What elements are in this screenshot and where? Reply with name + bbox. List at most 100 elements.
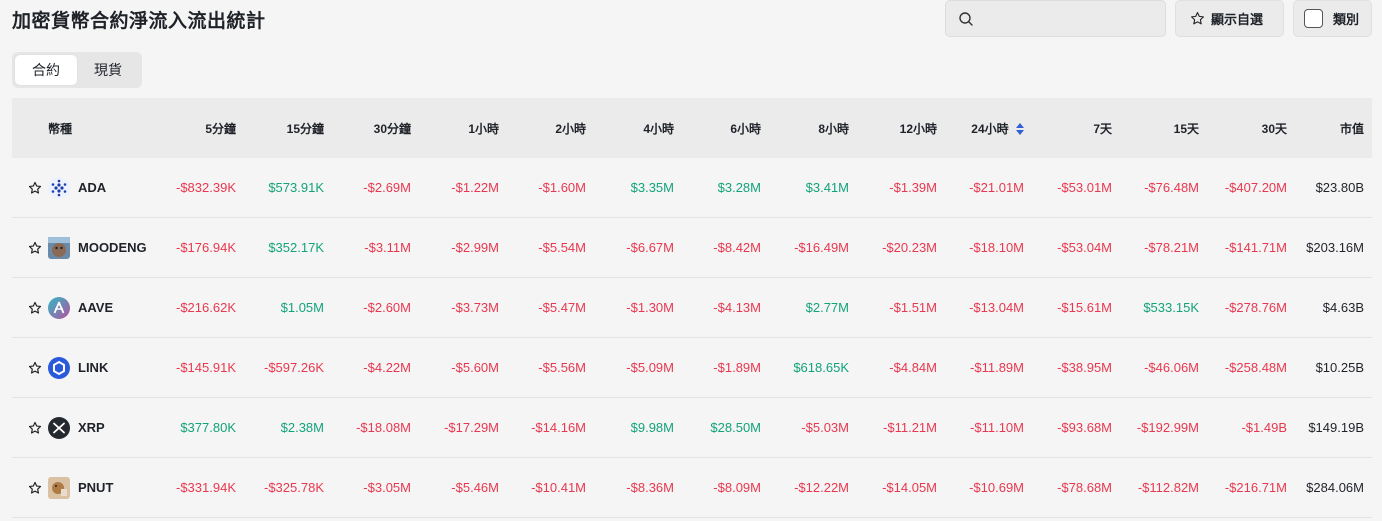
pnut-icon <box>48 476 70 499</box>
netflow-2h-cell: -$14.16M <box>531 420 586 435</box>
netflow-2h-cell: -$10.41M <box>531 480 586 495</box>
coin-cell: XRP <box>12 416 148 439</box>
netflow-15m-cell: $1.05M <box>280 300 324 315</box>
search-input[interactable] <box>982 8 1157 30</box>
netflow-24h-cell: -$11.10M <box>970 420 1024 435</box>
netflow-1h-cell: -$5.46M <box>451 480 499 495</box>
show-favorites-label: 顯示自選 <box>1211 12 1264 27</box>
netflow-30m-cell: -$4.22M <box>363 360 411 375</box>
netflow-5m-cell: -$216.62K <box>176 300 236 315</box>
tab-spot[interactable]: 現貨 <box>94 62 122 78</box>
show-favorites-button[interactable]: 顯示自選 <box>1175 0 1284 37</box>
header-15d[interactable]: 15天 <box>1173 121 1199 136</box>
page-title: 加密貨幣合約淨流入流出統計 <box>12 11 266 32</box>
netflow-30m-cell: -$18.08M <box>356 420 411 435</box>
netflow-30d-cell: -$141.71M <box>1224 240 1287 255</box>
header-1h[interactable]: 1小時 <box>468 121 499 136</box>
netflow-30d-cell: -$407.20M <box>1224 180 1287 195</box>
coin-symbol[interactable]: AAVE <box>78 300 114 315</box>
netflow-6h-cell: -$1.89M <box>713 360 761 375</box>
table-row[interactable]: ADA -$832.39K $573.91K -$2.69M -$1.22M -$1.60… <box>12 158 1372 218</box>
netflow-15m-cell: $573.91K <box>268 180 324 195</box>
netflow-30d-cell: -$216.71M <box>1224 480 1287 495</box>
netflow-4h-cell: $3.35M <box>630 180 674 195</box>
netflow-7d-cell: -$78.68M <box>1057 480 1112 495</box>
category-checkbox[interactable] <box>1304 9 1323 28</box>
netflow-1h-cell: -$3.73M <box>451 300 499 315</box>
header-2h[interactable]: 2小時 <box>555 121 586 136</box>
table-row[interactable]: XRP $377.80K $2.38M -$18.08M -$17.29M -$14.16… <box>12 398 1372 458</box>
header-15m[interactable]: 15分鐘 <box>286 121 324 136</box>
netflow-15d-cell: -$112.82M <box>1137 480 1199 495</box>
netflow-8h-cell: -$5.03M <box>801 420 849 435</box>
header-24h[interactable]: 24小時 <box>937 120 1024 137</box>
market-cap-cell: $149.19B <box>1308 420 1364 435</box>
header-30m[interactable]: 30分鐘 <box>373 121 411 136</box>
header-12h[interactable]: 12小時 <box>899 121 937 136</box>
coin-symbol[interactable]: XRP <box>78 420 105 435</box>
netflow-12h-cell: -$1.51M <box>889 300 937 315</box>
sort-icon[interactable] <box>1016 123 1024 136</box>
netflow-1h-cell: -$17.29M <box>444 420 499 435</box>
netflow-5m-cell: -$331.94K <box>176 480 236 495</box>
netflow-12h-cell: -$1.39M <box>889 180 937 195</box>
header-5m[interactable]: 5分鐘 <box>205 121 236 136</box>
coin-symbol[interactable]: PNUT <box>78 480 114 495</box>
netflow-1h-cell: -$5.60M <box>451 360 499 375</box>
netflow-2h-cell: -$5.56M <box>538 360 586 375</box>
table-row[interactable]: AAVE -$216.62K $1.05M -$2.60M -$3.73M -$5.47M… <box>12 278 1372 338</box>
favorite-star-icon[interactable] <box>28 301 42 315</box>
netflow-8h-cell: -$16.49M <box>794 240 849 255</box>
market-cap-cell: $23.80B <box>1315 180 1364 195</box>
xrp-icon <box>48 416 70 439</box>
moodeng-icon <box>48 236 70 259</box>
netflow-30m-cell: -$2.60M <box>363 300 411 315</box>
header-coin[interactable]: 幣種 <box>48 121 73 136</box>
table-row[interactable]: PNUT -$331.94K -$325.78K -$3.05M -$5.46M -$10… <box>12 458 1372 518</box>
coin-cell: PNUT <box>12 476 148 499</box>
category-filter[interactable]: 類別 <box>1293 0 1372 37</box>
category-label: 類別 <box>1333 12 1360 27</box>
coin-symbol[interactable]: ADA <box>78 180 107 195</box>
header-30d[interactable]: 30天 <box>1261 121 1287 136</box>
favorite-star-icon[interactable] <box>28 481 42 495</box>
market-cap-cell: $284.06M <box>1306 480 1364 495</box>
coin-symbol[interactable]: LINK <box>78 360 109 375</box>
netflow-7d-cell: -$38.95M <box>1057 360 1112 375</box>
netflow-table: 幣種 5分鐘 15分鐘 30分鐘 1小時 2小時 4小時 6小時 8小時 12小… <box>12 98 1372 518</box>
header-7d[interactable]: 7天 <box>1093 121 1112 136</box>
tab-futures[interactable]: 合約 <box>15 55 77 85</box>
favorite-star-icon[interactable] <box>28 361 42 375</box>
table-header: 幣種 5分鐘 15分鐘 30分鐘 1小時 2小時 4小時 6小時 8小時 12小… <box>12 98 1372 158</box>
star-icon <box>1191 12 1204 25</box>
link-icon <box>48 356 70 379</box>
coin-cell: ADA <box>12 176 148 199</box>
table-row[interactable]: LINK -$145.91K -$597.26K -$4.22M -$5.60M -$5.… <box>12 338 1372 398</box>
header-market-cap[interactable]: 市值 <box>1339 121 1364 136</box>
table-row[interactable]: MOODENG -$176.94K $352.17K -$3.11M -$2.99M -$… <box>12 218 1372 278</box>
netflow-5m-cell: -$176.94K <box>176 240 236 255</box>
header-4h[interactable]: 4小時 <box>643 121 674 136</box>
netflow-8h-cell: $618.65K <box>793 360 849 375</box>
netflow-7d-cell: -$53.01M <box>1057 180 1112 195</box>
coin-symbol[interactable]: MOODENG <box>78 240 147 255</box>
header-6h[interactable]: 6小時 <box>730 121 761 136</box>
netflow-5m-cell: $377.80K <box>180 420 236 435</box>
favorite-star-icon[interactable] <box>28 241 42 255</box>
market-cap-cell: $203.16M <box>1306 240 1364 255</box>
netflow-30d-cell: -$258.48M <box>1224 360 1287 375</box>
netflow-24h-cell: -$11.89M <box>970 360 1024 375</box>
netflow-8h-cell: -$12.22M <box>794 480 849 495</box>
search-box[interactable] <box>945 0 1166 37</box>
netflow-30d-cell: -$278.76M <box>1224 300 1287 315</box>
favorite-star-icon[interactable] <box>28 181 42 195</box>
favorite-star-icon[interactable] <box>28 421 42 435</box>
header-8h[interactable]: 8小時 <box>818 121 849 136</box>
netflow-6h-cell: -$4.13M <box>713 300 761 315</box>
netflow-7d-cell: -$53.04M <box>1057 240 1112 255</box>
netflow-6h-cell: $28.50M <box>710 420 761 435</box>
netflow-30m-cell: -$3.05M <box>363 480 411 495</box>
netflow-12h-cell: -$11.21M <box>883 420 937 435</box>
netflow-1h-cell: -$1.22M <box>451 180 499 195</box>
netflow-15m-cell: -$325.78K <box>264 480 324 495</box>
